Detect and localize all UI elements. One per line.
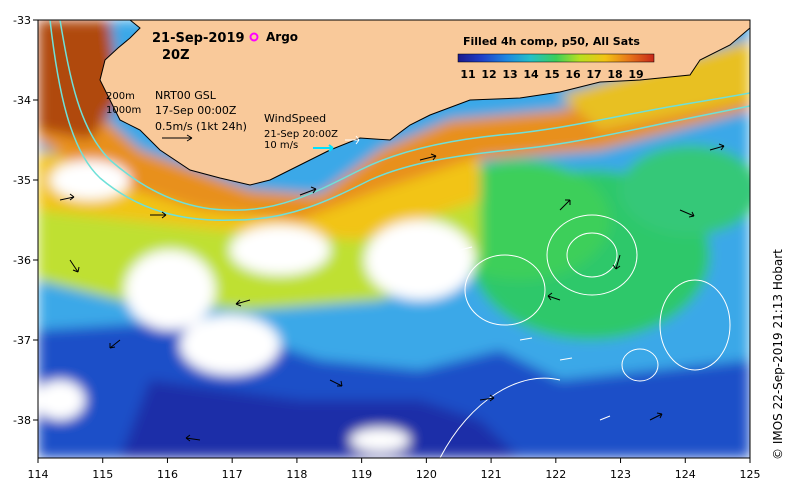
y-tick-label: -36 (13, 254, 31, 267)
y-axis-ticks: -33 -34 -35 -36 -37 -38 (13, 14, 38, 427)
x-tick-label: 119 (351, 468, 372, 481)
y-tick-label: -34 (13, 94, 31, 107)
x-tick-label: 122 (545, 468, 566, 481)
isobath-1000m-label: 1000m (106, 105, 141, 116)
y-tick-label: -33 (13, 14, 31, 27)
x-tick-label: 118 (286, 468, 307, 481)
colorbar-tick-label: 16 (565, 68, 581, 81)
x-tick-label: 114 (28, 468, 49, 481)
colorbar-tick-label: 13 (502, 68, 517, 81)
x-tick-label: 117 (222, 468, 243, 481)
x-tick-label: 120 (416, 468, 437, 481)
date-label: 21-Sep-2019 (152, 31, 245, 46)
x-tick-label: 124 (675, 468, 696, 481)
time-label: 20Z (162, 48, 190, 63)
x-tick-label: 123 (610, 468, 631, 481)
argo-label: Argo (266, 30, 298, 44)
current-time-label: 17-Sep 00:00Z (155, 104, 237, 117)
plot-area: 21-Sep-2019 20Z Argo 200m 1000m NRT00 GS… (35, 20, 760, 458)
colorbar-tick-label: 17 (586, 68, 601, 81)
x-tick-label: 125 (740, 468, 761, 481)
y-tick-label: -35 (13, 174, 31, 187)
colorbar-tick-label: 14 (523, 68, 539, 81)
isobath-200m-label: 200m (106, 91, 135, 102)
current-source-label: NRT00 GSL (155, 89, 217, 102)
x-axis-ticks: 114 115 116 117 118 119 120 121 122 123 124 125 (28, 458, 761, 481)
colorbar-tick-label: 19 (628, 68, 643, 81)
colorbar-tick-label: 11 (460, 68, 475, 81)
current-scale-label: 0.5m/s (1kt 24h) (155, 120, 247, 133)
colorbar-tick-label: 12 (481, 68, 496, 81)
wind-time-label: 21-Sep 20:00Z (264, 129, 338, 140)
colorbar-ramp (458, 54, 654, 62)
colorbar-ticks: 11 12 13 14 15 16 17 18 19 (460, 68, 643, 81)
colorbar-title: Filled 4h comp, p50, All Sats (463, 35, 640, 48)
wind-scale-label: 10 m/s (264, 140, 298, 151)
x-tick-label: 116 (157, 468, 178, 481)
y-tick-label: -38 (13, 414, 31, 427)
credit-label: © IMOS 22-Sep-2019 21:13 Hobart (771, 249, 785, 460)
x-tick-label: 115 (92, 468, 113, 481)
y-tick-label: -37 (13, 334, 31, 347)
colorbar-tick-label: 15 (544, 68, 559, 81)
wind-title: WindSpeed (264, 112, 326, 125)
x-tick-label: 121 (481, 468, 502, 481)
colorbar-tick-label: 18 (607, 68, 622, 81)
